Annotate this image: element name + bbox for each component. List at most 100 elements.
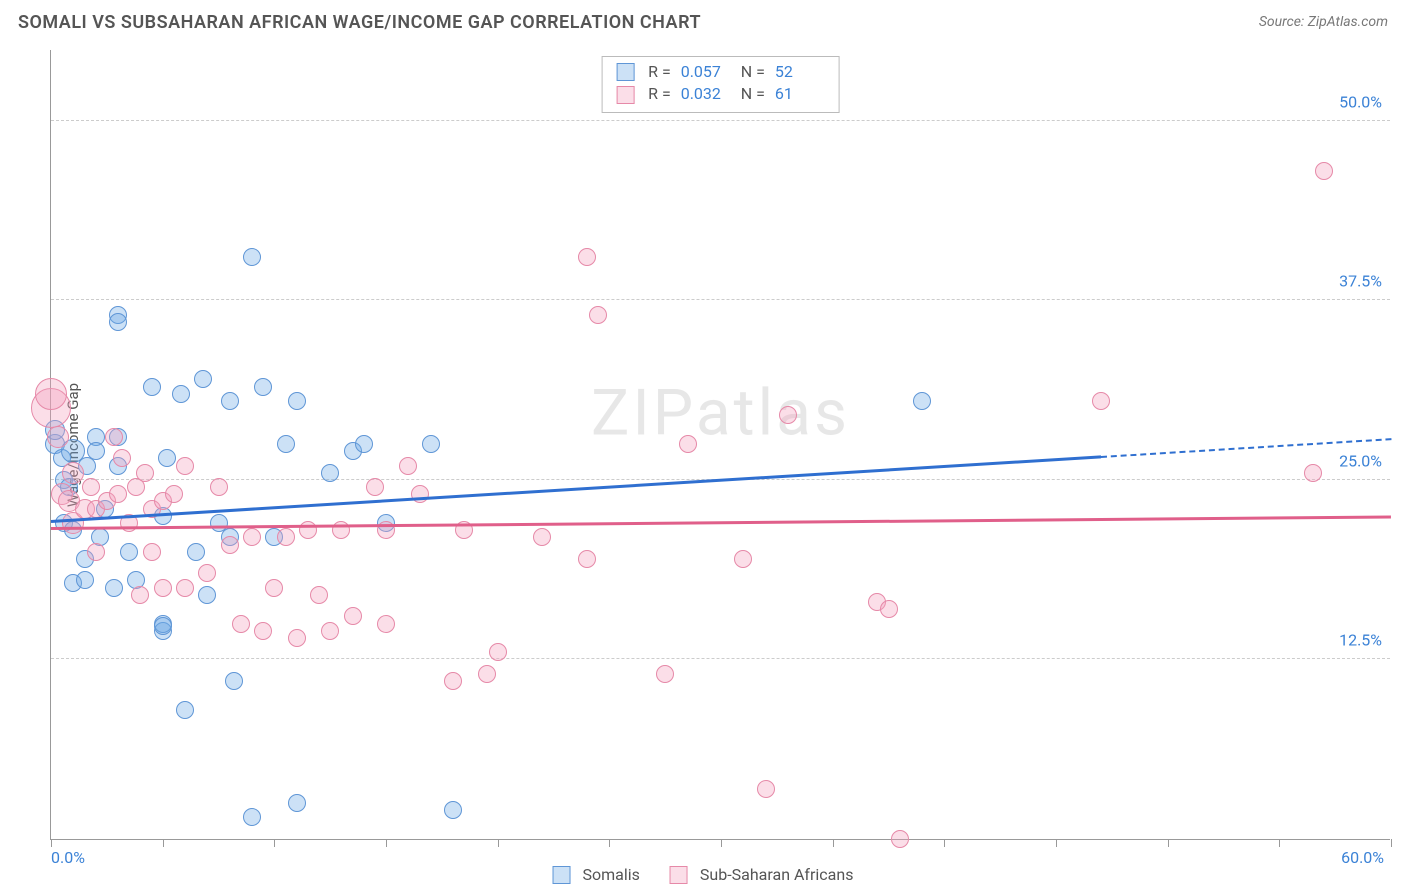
data-point-subsaharan bbox=[109, 485, 127, 503]
bottom-legend: Somalis Sub-Saharan Africans bbox=[553, 865, 854, 884]
x-origin-label: 0.0% bbox=[51, 848, 85, 867]
data-point-somalis bbox=[76, 571, 94, 589]
trend-line-somalis bbox=[51, 455, 1101, 523]
trend-line-subsaharan bbox=[51, 516, 1391, 530]
data-point-subsaharan bbox=[113, 449, 131, 467]
data-point-somalis bbox=[158, 449, 176, 467]
chart-container: SOMALI VS SUBSAHARAN AFRICAN WAGE/INCOME… bbox=[0, 0, 1406, 892]
x-tick bbox=[163, 839, 164, 847]
data-point-subsaharan bbox=[366, 478, 384, 496]
data-point-subsaharan bbox=[578, 550, 596, 568]
data-point-somalis bbox=[444, 801, 462, 819]
data-point-subsaharan bbox=[131, 586, 149, 604]
legend-swatch-subsaharan bbox=[670, 866, 688, 884]
data-point-somalis bbox=[87, 442, 105, 460]
data-point-somalis bbox=[187, 543, 205, 561]
grid-line bbox=[51, 658, 1390, 659]
legend-label-somalis: Somalis bbox=[583, 865, 640, 884]
data-point-subsaharan bbox=[478, 665, 496, 683]
data-point-subsaharan bbox=[176, 579, 194, 597]
data-point-subsaharan bbox=[221, 536, 239, 554]
data-point-somalis bbox=[194, 370, 212, 388]
data-point-subsaharan bbox=[154, 579, 172, 597]
data-point-subsaharan bbox=[277, 528, 295, 546]
data-point-somalis bbox=[288, 794, 306, 812]
source-name: ZipAtlas.com bbox=[1308, 14, 1388, 30]
data-point-subsaharan bbox=[232, 615, 250, 633]
data-point-somalis bbox=[254, 378, 272, 396]
data-point-subsaharan bbox=[143, 543, 161, 561]
data-point-subsaharan bbox=[105, 428, 123, 446]
data-point-somalis bbox=[225, 672, 243, 690]
stats-row-subsaharan: R = 0.032 N = 61 bbox=[616, 83, 825, 105]
data-point-subsaharan bbox=[656, 665, 674, 683]
data-point-subsaharan bbox=[399, 457, 417, 475]
data-point-subsaharan bbox=[578, 248, 596, 266]
data-point-subsaharan bbox=[757, 780, 775, 798]
data-point-somalis bbox=[109, 313, 127, 331]
data-point-subsaharan bbox=[176, 457, 194, 475]
data-point-somalis bbox=[172, 385, 190, 403]
x-tick bbox=[833, 839, 834, 847]
data-point-subsaharan bbox=[891, 830, 909, 848]
x-tick bbox=[1168, 839, 1169, 847]
x-tick bbox=[51, 839, 52, 847]
data-point-subsaharan bbox=[310, 586, 328, 604]
data-point-subsaharan bbox=[47, 426, 69, 448]
legend-label-subsaharan: Sub-Saharan Africans bbox=[700, 865, 854, 884]
data-point-subsaharan bbox=[880, 600, 898, 618]
data-point-somalis bbox=[143, 378, 161, 396]
x-tick bbox=[498, 839, 499, 847]
data-point-subsaharan bbox=[734, 550, 752, 568]
data-point-subsaharan bbox=[533, 528, 551, 546]
data-point-subsaharan bbox=[265, 579, 283, 597]
plot-area: ZIPatlas Wage/Income Gap 0.0% 60.0% R = … bbox=[50, 50, 1390, 840]
data-point-somalis bbox=[243, 248, 261, 266]
data-point-subsaharan bbox=[136, 464, 154, 482]
legend-item-somalis: Somalis bbox=[553, 865, 640, 884]
data-point-subsaharan bbox=[1304, 464, 1322, 482]
legend-item-subsaharan: Sub-Saharan Africans bbox=[670, 865, 854, 884]
grid-line bbox=[51, 120, 1390, 121]
x-tick bbox=[1391, 839, 1392, 847]
data-point-somalis bbox=[198, 586, 216, 604]
data-point-subsaharan bbox=[210, 478, 228, 496]
source-prefix: Source: bbox=[1259, 14, 1308, 30]
data-point-somalis bbox=[176, 701, 194, 719]
x-tick bbox=[274, 839, 275, 847]
data-point-somalis bbox=[221, 392, 239, 410]
x-tick bbox=[944, 839, 945, 847]
data-point-subsaharan bbox=[165, 485, 183, 503]
data-point-subsaharan bbox=[489, 643, 507, 661]
data-point-somalis bbox=[288, 392, 306, 410]
data-point-subsaharan bbox=[344, 607, 362, 625]
x-tick bbox=[721, 839, 722, 847]
chart-title: SOMALI VS SUBSAHARAN AFRICAN WAGE/INCOME… bbox=[18, 12, 701, 33]
x-tick bbox=[1279, 839, 1280, 847]
y-tick-label: 37.5% bbox=[1339, 272, 1382, 291]
data-point-subsaharan bbox=[679, 435, 697, 453]
data-point-subsaharan bbox=[444, 672, 462, 690]
data-point-subsaharan bbox=[198, 564, 216, 582]
data-point-subsaharan bbox=[779, 406, 797, 424]
stats-box: R = 0.057 N = 52 R = 0.032 N = 61 bbox=[601, 56, 840, 113]
source-attribution: Source: ZipAtlas.com bbox=[1259, 14, 1388, 30]
data-point-somalis bbox=[422, 435, 440, 453]
data-point-subsaharan bbox=[377, 615, 395, 633]
data-point-somalis bbox=[277, 435, 295, 453]
y-tick-label: 12.5% bbox=[1339, 631, 1382, 650]
swatch-subsaharan bbox=[616, 86, 634, 104]
data-point-subsaharan bbox=[321, 622, 339, 640]
x-tick bbox=[386, 839, 387, 847]
swatch-somalis bbox=[616, 63, 634, 81]
data-point-subsaharan bbox=[87, 543, 105, 561]
x-tick bbox=[609, 839, 610, 847]
data-point-somalis bbox=[105, 579, 123, 597]
data-point-subsaharan bbox=[82, 478, 100, 496]
data-point-somalis bbox=[243, 808, 261, 826]
data-point-subsaharan bbox=[243, 528, 261, 546]
data-point-somalis bbox=[120, 543, 138, 561]
data-point-somalis bbox=[913, 392, 931, 410]
data-point-subsaharan bbox=[589, 306, 607, 324]
data-point-somalis bbox=[154, 617, 172, 635]
